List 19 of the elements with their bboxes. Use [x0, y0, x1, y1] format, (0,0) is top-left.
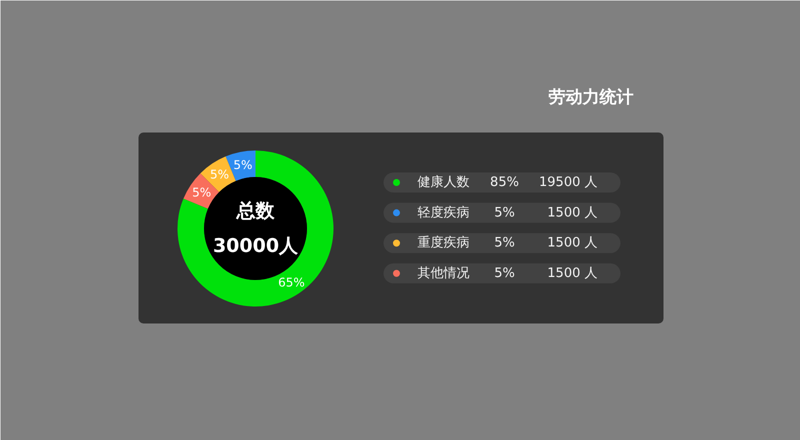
- data-label: 65%: [278, 275, 305, 290]
- data-label: 5%: [210, 168, 230, 182]
- text: 19500 人: [539, 175, 598, 190]
- text: 劳动力统计: [548, 88, 634, 108]
- legend-label: 重度疾病: [418, 234, 470, 251]
- text: 85%: [490, 175, 519, 190]
- text: 1500 人: [547, 236, 598, 251]
- data-label: 5%: [192, 186, 212, 200]
- legend-label: 轻度疾病: [418, 204, 470, 220]
- text: 5%: [494, 205, 515, 220]
- text: 5%: [494, 236, 515, 251]
- text: 30000人: [212, 235, 300, 257]
- text: 5%: [494, 266, 515, 281]
- text: 1500 人: [547, 266, 598, 281]
- text: 总数: [236, 200, 276, 222]
- text: 1500 人: [547, 205, 598, 220]
- data-label: 5%: [233, 158, 252, 172]
- legend-label: 其他情况: [418, 266, 470, 281]
- legend-label: 健康人数: [418, 175, 470, 190]
